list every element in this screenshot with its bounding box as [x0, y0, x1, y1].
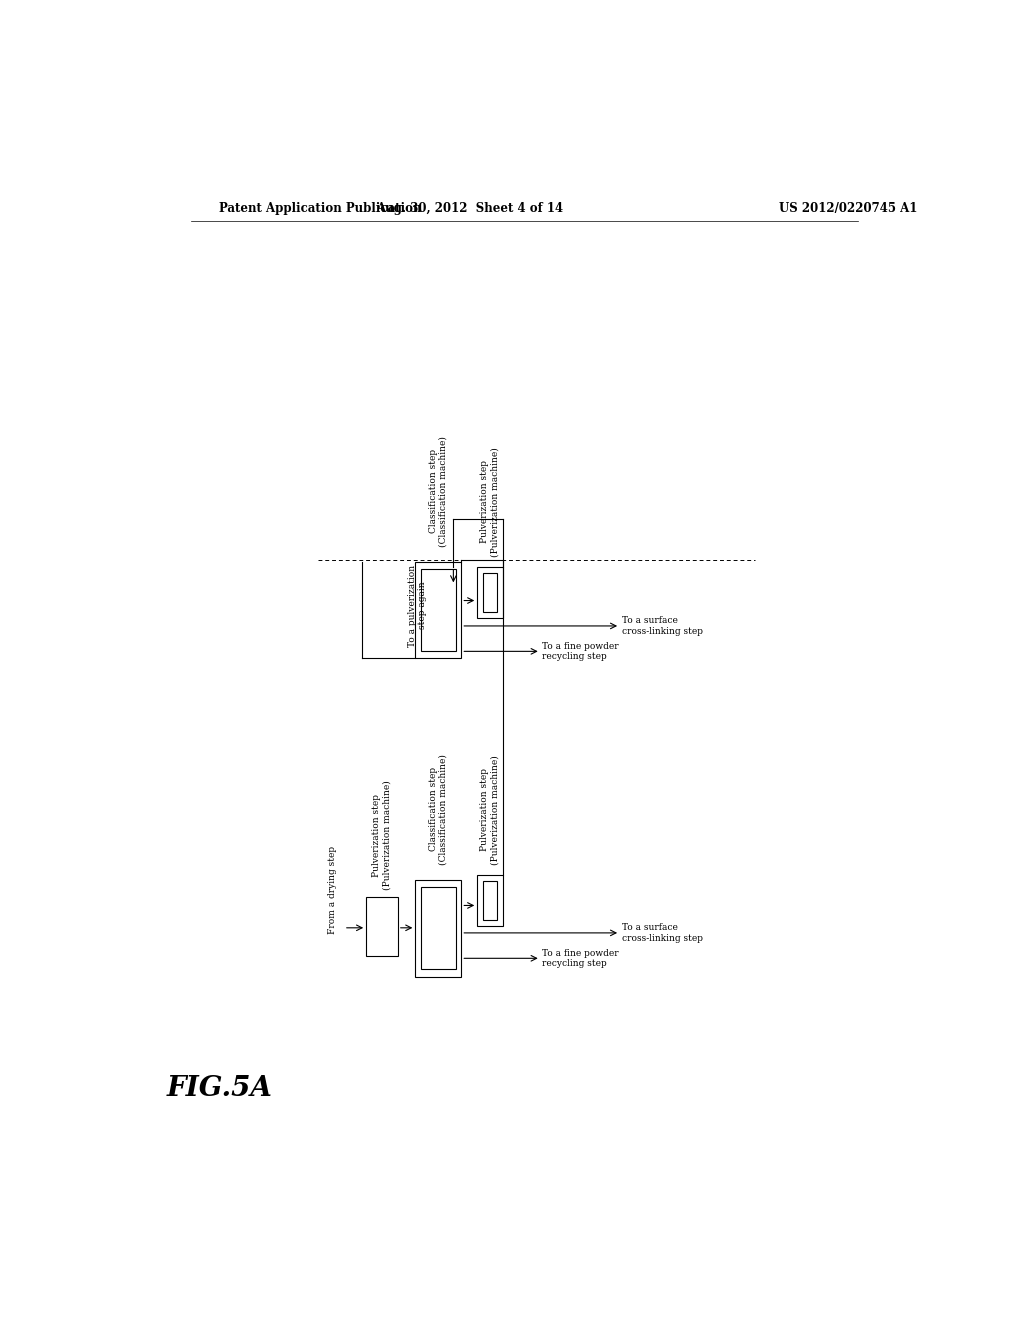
Text: Pulverization step
(Pulverization machine): Pulverization step (Pulverization machin…: [480, 755, 500, 865]
Bar: [367, 898, 397, 956]
Bar: [421, 887, 456, 969]
Text: To a surface
cross-linking step: To a surface cross-linking step: [622, 616, 702, 636]
Text: Aug. 30, 2012  Sheet 4 of 14: Aug. 30, 2012 Sheet 4 of 14: [376, 202, 563, 215]
Bar: [482, 573, 497, 611]
Text: Patent Application Publication: Patent Application Publication: [219, 202, 422, 215]
Text: To a fine powder
recycling step: To a fine powder recycling step: [543, 642, 618, 661]
Text: FIG.5A: FIG.5A: [166, 1074, 272, 1102]
Bar: [416, 880, 461, 977]
Bar: [421, 569, 456, 651]
Text: US 2012/0220745 A1: US 2012/0220745 A1: [778, 202, 918, 215]
Text: To a surface
cross-linking step: To a surface cross-linking step: [622, 923, 702, 942]
Bar: [477, 568, 503, 618]
Text: Pulverization step
(Pulverization machine): Pulverization step (Pulverization machin…: [373, 780, 391, 890]
Bar: [416, 562, 461, 659]
Bar: [482, 880, 497, 920]
Bar: [477, 875, 503, 925]
Text: Pulverization step
(Pulverization machine): Pulverization step (Pulverization machin…: [480, 447, 500, 557]
Text: Classification step
(Classification machine): Classification step (Classification mach…: [429, 754, 447, 865]
Text: To a pulverization
step again: To a pulverization step again: [408, 565, 427, 647]
Text: From a drying step: From a drying step: [329, 846, 337, 935]
Text: Classification step
(Classification machine): Classification step (Classification mach…: [429, 436, 447, 546]
Text: To a fine powder
recycling step: To a fine powder recycling step: [543, 949, 618, 968]
